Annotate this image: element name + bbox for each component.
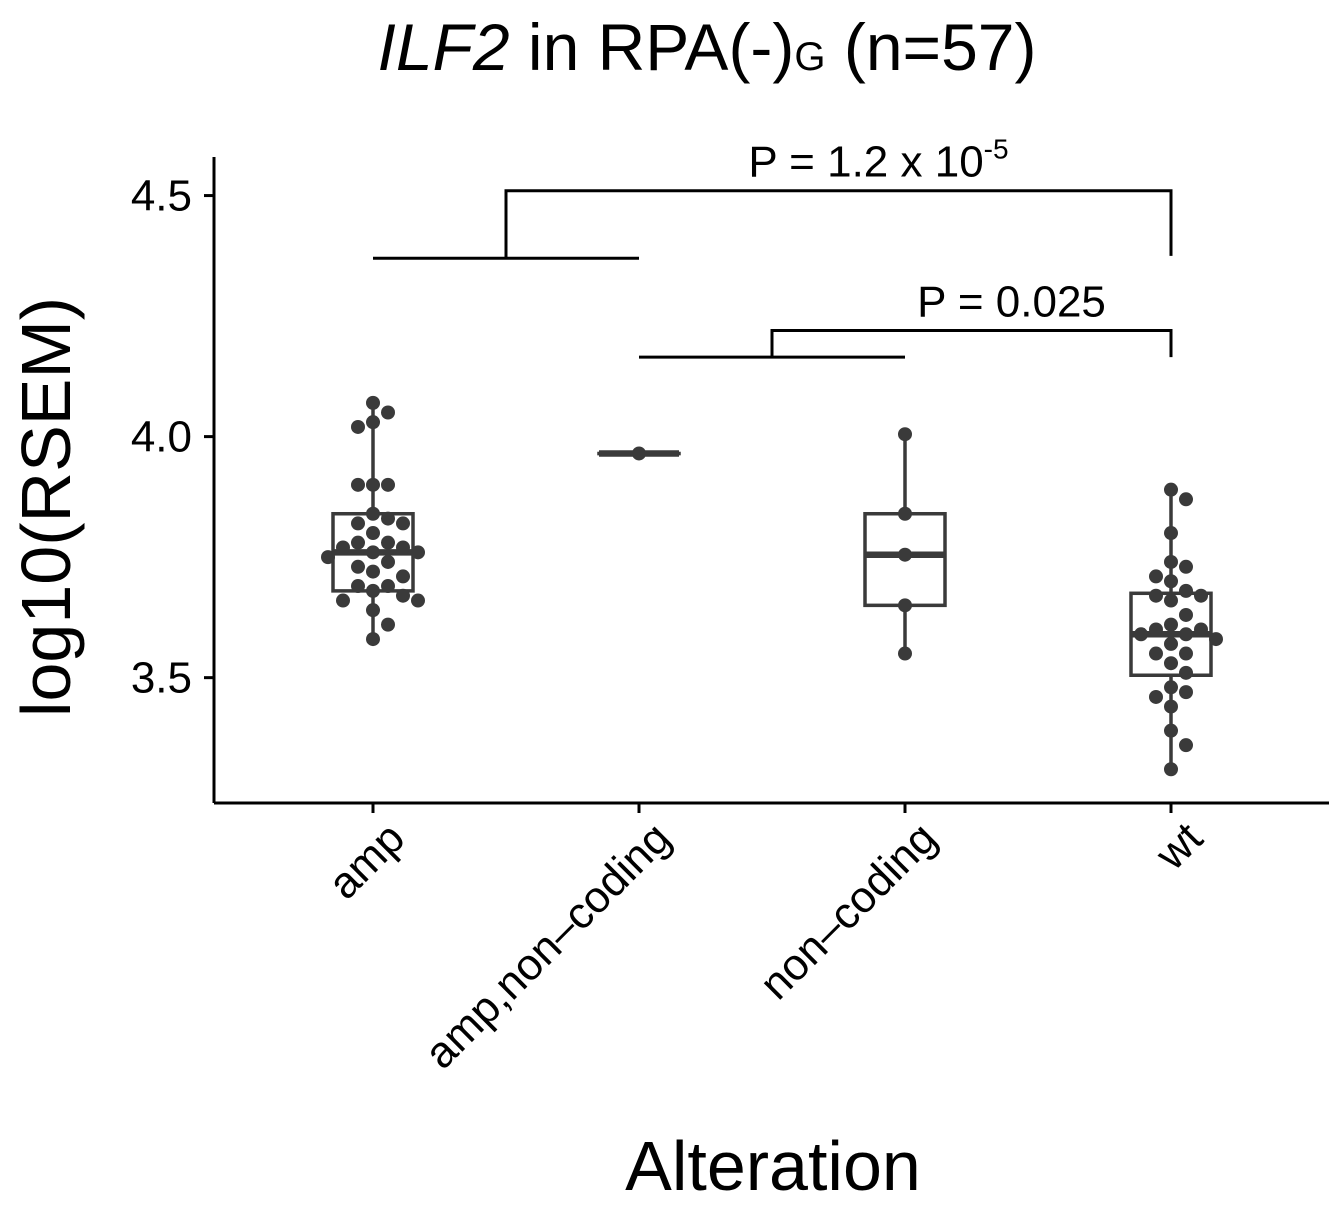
data-point xyxy=(396,516,410,531)
data-point xyxy=(366,564,380,579)
data-point xyxy=(1179,583,1193,598)
data-point xyxy=(1179,559,1193,574)
chart-title-gene: ILF2 xyxy=(378,10,510,84)
data-point xyxy=(1149,588,1163,603)
data-point xyxy=(336,540,350,555)
data-point xyxy=(1194,588,1208,603)
data-point xyxy=(632,446,646,461)
data-point xyxy=(321,550,335,565)
data-point xyxy=(1179,665,1193,680)
y-axis-title: log10(RSEM) xyxy=(7,297,85,717)
data-point xyxy=(1164,617,1178,632)
data-point xyxy=(1149,622,1163,637)
data-point xyxy=(381,405,395,420)
data-point xyxy=(351,559,365,574)
x-tick-label: amp,non–coding xyxy=(415,813,680,1078)
data-point xyxy=(381,477,395,492)
data-point xyxy=(1164,526,1178,541)
data-point xyxy=(366,477,380,492)
data-point xyxy=(366,632,380,647)
data-point xyxy=(351,579,365,594)
data-point xyxy=(1164,482,1178,497)
data-point xyxy=(1209,632,1223,647)
comparison-1: P = 0.025 xyxy=(639,278,1173,359)
data-point xyxy=(1149,569,1163,584)
data-point xyxy=(1164,636,1178,651)
y-tick-label: 3.5 xyxy=(131,654,192,703)
data-point xyxy=(1164,593,1178,608)
data-point xyxy=(1149,689,1163,704)
data-point xyxy=(396,540,410,555)
x-axis-group: amp amp,non–coding non–coding wt xyxy=(214,801,1329,1078)
data-point xyxy=(1179,646,1193,661)
data-point xyxy=(381,511,395,526)
comparison-p-label: P = 1.2 x 10-5 xyxy=(748,134,1008,187)
data-point xyxy=(351,419,365,434)
data-point xyxy=(898,547,912,562)
data-point xyxy=(1164,699,1178,714)
p-value-exponent: -5 xyxy=(984,134,1009,165)
data-point xyxy=(1194,622,1208,637)
data-point xyxy=(1179,685,1193,700)
data-point xyxy=(366,415,380,430)
chart-title-middle: in RPA(-) xyxy=(510,10,795,84)
x-tick-label: amp xyxy=(319,813,414,908)
data-point xyxy=(351,477,365,492)
comparison-p-label: P = 0.025 xyxy=(917,278,1106,327)
boxes-group xyxy=(331,402,1213,770)
data-point xyxy=(1164,762,1178,777)
data-point xyxy=(898,427,912,442)
data-point xyxy=(1164,554,1178,569)
y-tick-label: 4.0 xyxy=(131,413,192,462)
data-point xyxy=(411,545,425,560)
data-point xyxy=(366,506,380,521)
data-point xyxy=(396,569,410,584)
comparison-bracket xyxy=(770,329,1173,358)
data-point xyxy=(366,526,380,541)
data-point xyxy=(1164,574,1178,589)
y-tick-label: 4.5 xyxy=(131,172,192,221)
y-axis-group: 3.5 4.0 4.5 xyxy=(131,157,216,803)
x-tick-label: wt xyxy=(1146,813,1212,879)
data-point xyxy=(366,603,380,618)
data-point xyxy=(898,646,912,661)
data-point xyxy=(351,535,365,550)
data-point xyxy=(411,593,425,608)
data-point xyxy=(1149,646,1163,661)
data-point xyxy=(381,579,395,594)
chart-title-tail: (n=57) xyxy=(826,10,1037,84)
chart-title: ILF2 in RPA(-)G (n=57) xyxy=(378,10,1037,84)
data-point xyxy=(1134,627,1148,642)
data-point xyxy=(1164,656,1178,671)
data-point xyxy=(366,583,380,598)
data-point xyxy=(1179,492,1193,507)
comparison-bracket xyxy=(504,189,1173,259)
x-tick-label: non–coding xyxy=(751,813,947,1009)
data-point xyxy=(381,535,395,550)
data-point xyxy=(898,506,912,521)
data-point xyxy=(366,545,380,560)
data-point xyxy=(1179,607,1193,622)
x-axis-title: Alteration xyxy=(625,1127,921,1205)
data-point xyxy=(898,598,912,613)
data-point xyxy=(1164,723,1178,738)
data-point xyxy=(1164,680,1178,695)
data-point xyxy=(396,588,410,603)
chart-title-subscript: G xyxy=(794,35,825,79)
data-point xyxy=(1179,627,1193,642)
box-2 xyxy=(863,434,947,654)
points-group xyxy=(321,395,1223,777)
data-point xyxy=(381,617,395,632)
p-value-main: P = 1.2 x 10 xyxy=(748,138,983,187)
data-point xyxy=(366,395,380,410)
data-point xyxy=(336,593,350,608)
data-point xyxy=(381,554,395,569)
comparison-0: P = 1.2 x 10-5 xyxy=(373,134,1173,260)
data-point xyxy=(351,516,365,531)
data-point xyxy=(1179,738,1193,753)
comparisons-group: P = 1.2 x 10-5 P = 0.025 xyxy=(373,134,1173,359)
p-value-main: P = 0.025 xyxy=(917,278,1106,327)
